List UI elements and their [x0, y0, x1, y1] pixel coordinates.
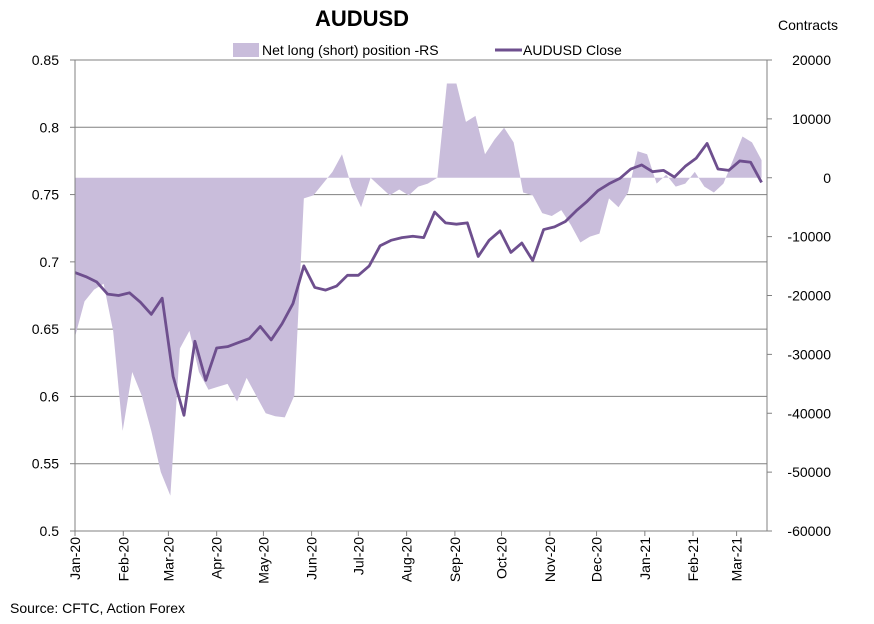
legend-area-label: Net long (short) position -RS: [262, 42, 439, 58]
legend-line-label: AUDUSD Close: [523, 42, 622, 58]
x-tick-label: Mar-21: [729, 537, 745, 582]
line-audusd-close: [74, 142, 763, 417]
right-tick-label: -10000: [787, 229, 831, 245]
left-tick-label: 0.8: [40, 119, 60, 135]
x-tick-label: Feb-20: [115, 537, 131, 582]
x-tick-label: Feb-21: [685, 537, 701, 582]
left-tick-label: 0.55: [32, 456, 59, 472]
right-tick-label: -30000: [787, 346, 831, 362]
left-tick-label: 0.6: [40, 388, 60, 404]
area-series: [75, 83, 762, 496]
right-tick-label: -60000: [787, 523, 831, 539]
left-tick-label: 0.65: [32, 321, 59, 337]
area-net-position: [75, 83, 762, 496]
right-tick-label: 20000: [792, 52, 831, 68]
left-tick-label: 0.85: [32, 52, 59, 68]
x-tick-label: Jul-20: [350, 537, 366, 575]
right-tick-label: -20000: [787, 288, 831, 304]
x-tick-label: May-20: [255, 537, 271, 584]
x-tick-label: Jan-21: [637, 537, 653, 580]
x-tick-label: Oct-20: [494, 537, 510, 579]
x-tick-label: Nov-20: [542, 537, 558, 582]
right-tick-label: -40000: [787, 405, 831, 421]
legend: Net long (short) position -RS AUDUSD Clo…: [233, 42, 622, 58]
x-tick-label: Aug-20: [399, 537, 415, 582]
chart-title: AUDUSD: [315, 6, 409, 31]
left-tick-label: 0.5: [40, 523, 60, 539]
right-tick-label: -50000: [787, 464, 831, 480]
x-tick-label: Jun-20: [304, 537, 320, 580]
left-tick-label: 0.7: [40, 254, 60, 270]
legend-area-swatch: [233, 43, 259, 57]
left-axis-ticks: 0.5 0.55 0.6 0.65 0.7 0.75 0.8 0.85: [32, 52, 75, 539]
x-tick-label: Apr-20: [209, 537, 225, 579]
right-axis-title: Contracts: [778, 17, 838, 33]
left-tick-label: 0.75: [32, 187, 59, 203]
x-tick-label: Jan-20: [67, 537, 83, 580]
line-series: [74, 142, 763, 417]
right-axis-ticks: -60000 -50000 -40000 -30000 -20000 -10000 0 100…: [767, 52, 831, 539]
source-note: Source: CFTC, Action Forex: [10, 600, 185, 616]
right-tick-label: 10000: [792, 111, 831, 127]
x-axis-ticks: Jan-20 Feb-20 Mar-20 Apr-20 May-20 Jun-20 Jul-…: [67, 531, 745, 584]
x-tick-label: Sep-20: [447, 537, 463, 582]
right-tick-label: 0: [823, 170, 831, 186]
x-tick-label: Mar-20: [160, 537, 176, 582]
x-tick-label: Dec-20: [589, 537, 605, 582]
